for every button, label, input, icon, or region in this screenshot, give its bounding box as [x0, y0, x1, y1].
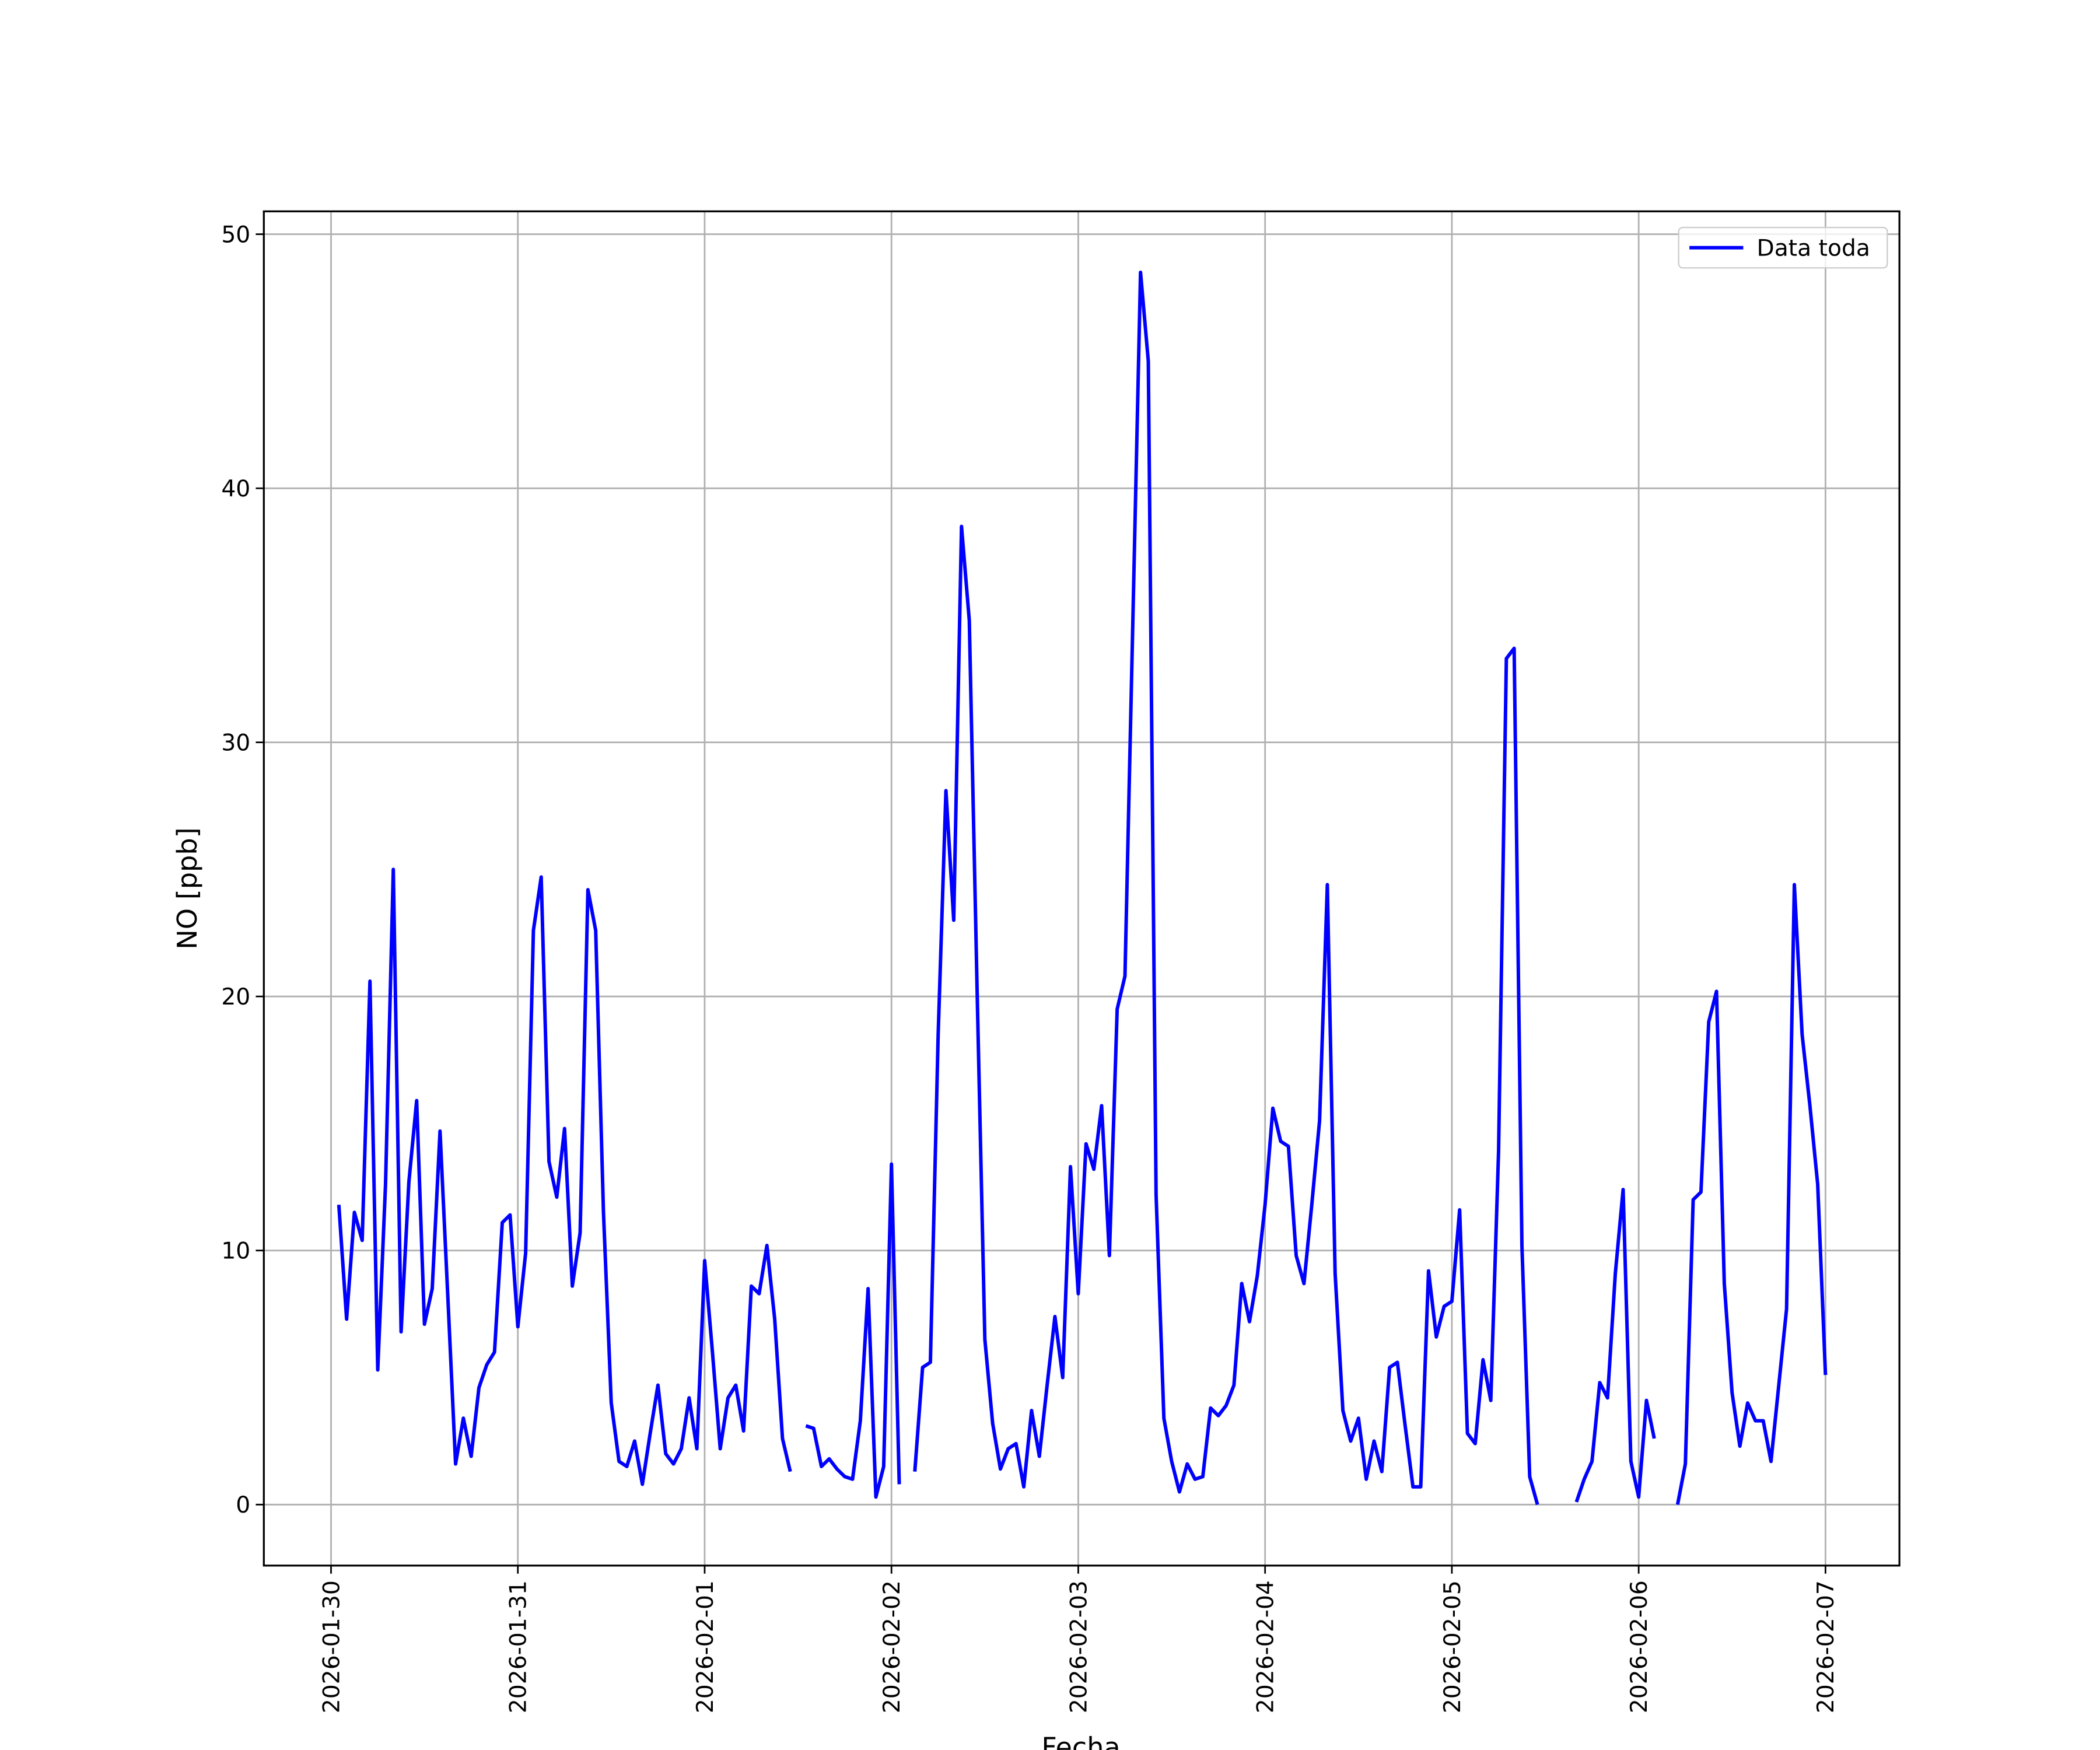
- x-tick-label: 2026-02-01: [692, 1580, 719, 1713]
- y-tick-label: 10: [221, 1238, 250, 1265]
- y-tick-label: 50: [221, 222, 250, 248]
- y-tick-label: 20: [221, 984, 250, 1010]
- data-line: [1675, 883, 1828, 1505]
- plot-frame: [262, 210, 1901, 1567]
- x-tick-label: 2026-02-02: [879, 1580, 905, 1713]
- x-tick-label: 2026-02-06: [1626, 1580, 1653, 1713]
- x-tick-label: 2026-01-31: [506, 1580, 532, 1713]
- y-tick-label: 30: [221, 730, 250, 756]
- x-tick-label: 2026-01-30: [318, 1580, 345, 1713]
- x-tick-label: 2026-02-03: [1066, 1580, 1092, 1713]
- x-tick-label: 2026-02-05: [1440, 1580, 1466, 1713]
- data-line: [1574, 1188, 1656, 1503]
- x-tick-label: 2026-02-07: [1813, 1580, 1839, 1713]
- data-line: [337, 867, 792, 1486]
- y-tick-label: 0: [236, 1492, 250, 1518]
- y-axis-label: NO [ppb]: [172, 827, 203, 949]
- data-line: [913, 270, 1539, 1506]
- x-axis-label: Fecha: [1041, 1732, 1120, 1750]
- legend-label: Data toda: [1757, 235, 1870, 261]
- legend-box: [1678, 226, 1888, 269]
- data-line: [805, 1162, 901, 1499]
- x-tick-label: 2026-02-04: [1253, 1580, 1279, 1713]
- y-tick-label: 40: [221, 476, 250, 502]
